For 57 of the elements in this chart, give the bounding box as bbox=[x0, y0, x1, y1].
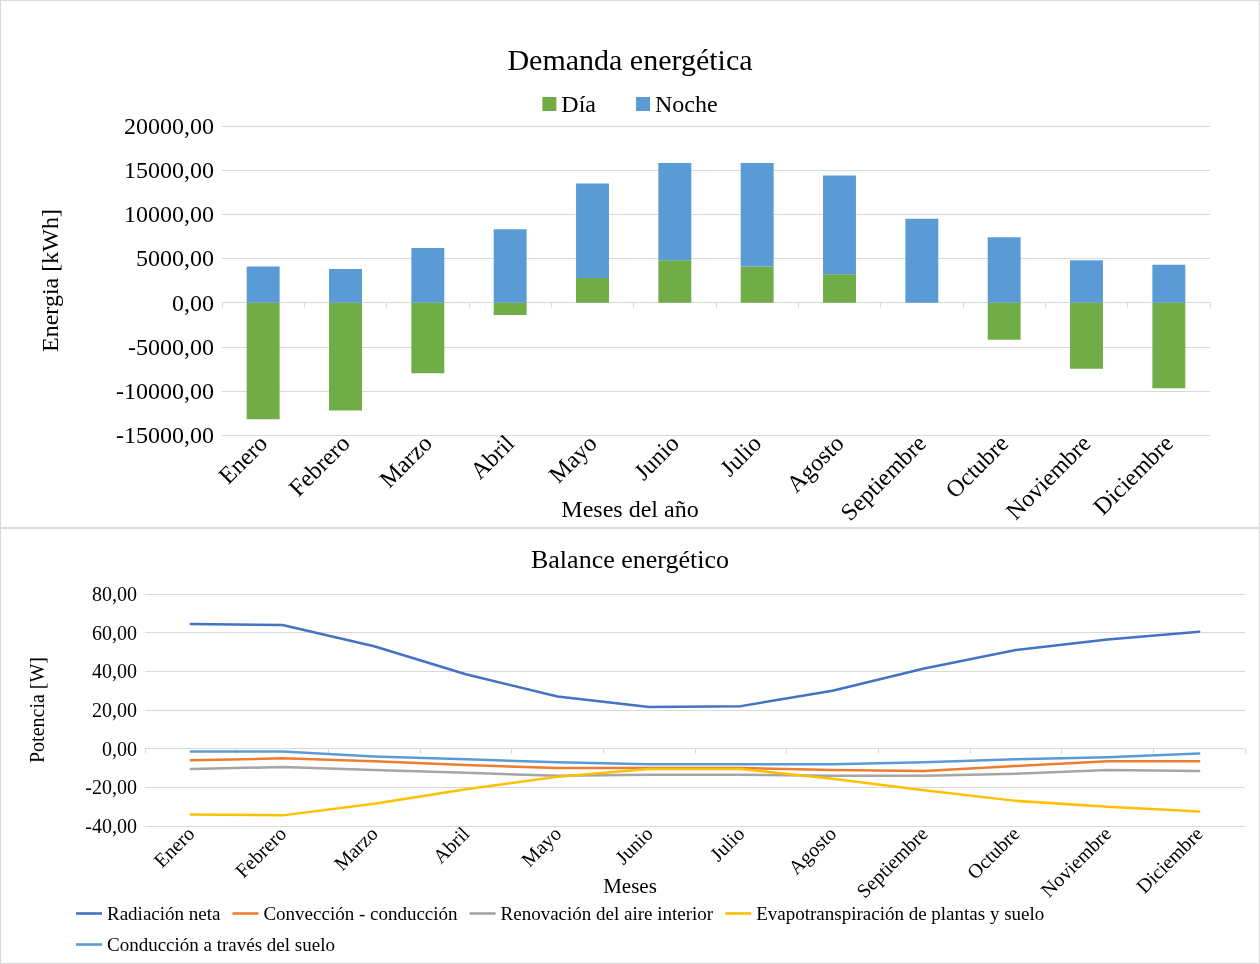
bar bbox=[823, 175, 856, 275]
legend-label: Evapotranspiración de plantas y suelo bbox=[756, 903, 1045, 924]
bar bbox=[576, 183, 609, 278]
x-tick-label: Julio bbox=[705, 822, 749, 866]
bar bbox=[905, 218, 939, 303]
bar bbox=[1070, 302, 1103, 369]
bar bbox=[246, 302, 280, 420]
y-tick-label: 20,00 bbox=[92, 699, 137, 721]
legend-label: Noche bbox=[655, 91, 718, 117]
y-tick-label: 60,00 bbox=[92, 621, 137, 644]
y-tick-label: 0,00 bbox=[172, 289, 214, 316]
y-tick-label: 15000,00 bbox=[124, 157, 214, 184]
x-axis-title: Meses del año bbox=[561, 496, 699, 522]
line-series bbox=[189, 750, 1201, 766]
line-series bbox=[189, 765, 1201, 777]
bar bbox=[329, 269, 362, 303]
bar bbox=[411, 302, 445, 374]
bar bbox=[246, 266, 280, 303]
bar bbox=[1152, 302, 1186, 389]
bar bbox=[987, 302, 1021, 340]
line-series bbox=[189, 767, 1201, 817]
bar bbox=[1152, 264, 1186, 303]
legend-label: Radiación neta bbox=[107, 903, 221, 924]
bar bbox=[987, 237, 1021, 303]
y-tick-label: -20,00 bbox=[85, 776, 137, 799]
chart-title: Balance energético bbox=[530, 544, 730, 574]
chart-title: Demanda energética bbox=[507, 42, 753, 76]
y-tick-label: -10000,00 bbox=[116, 377, 214, 404]
y-tick-label: 20000,00 bbox=[124, 113, 214, 139]
bar bbox=[658, 260, 692, 303]
legend-label: Renovación del aire interior bbox=[500, 903, 714, 924]
bar bbox=[493, 229, 527, 303]
y-tick-label: 40,00 bbox=[92, 660, 137, 683]
bar bbox=[1070, 260, 1103, 303]
legend-label: Conducción a través del suelo bbox=[107, 934, 335, 955]
bar bbox=[411, 247, 445, 303]
bar bbox=[658, 163, 692, 261]
x-tick-label: Julio bbox=[714, 429, 767, 482]
y-tick-label: 5000,00 bbox=[136, 245, 214, 272]
y-axis-title: Potencia [W] bbox=[26, 656, 48, 764]
y-tick-label: -40,00 bbox=[85, 815, 137, 837]
bar bbox=[740, 163, 774, 267]
bar bbox=[493, 302, 527, 315]
bar bbox=[740, 266, 774, 303]
bar bbox=[329, 302, 362, 411]
y-tick-label: -5000,00 bbox=[128, 333, 214, 360]
y-tick-label: 0,00 bbox=[102, 737, 137, 760]
y-tick-label: 10000,00 bbox=[124, 201, 214, 228]
bar bbox=[576, 277, 609, 303]
legend-label: Convección - conducción bbox=[263, 903, 459, 924]
bar bbox=[823, 274, 856, 303]
line-series bbox=[189, 622, 1201, 709]
y-tick-label: 80,00 bbox=[92, 583, 137, 605]
legend-label: Día bbox=[561, 91, 597, 117]
y-axis-title: Energia [kWh] bbox=[37, 209, 63, 352]
x-axis-title: Meses bbox=[603, 873, 657, 898]
y-tick-label: -15000,00 bbox=[116, 422, 214, 449]
